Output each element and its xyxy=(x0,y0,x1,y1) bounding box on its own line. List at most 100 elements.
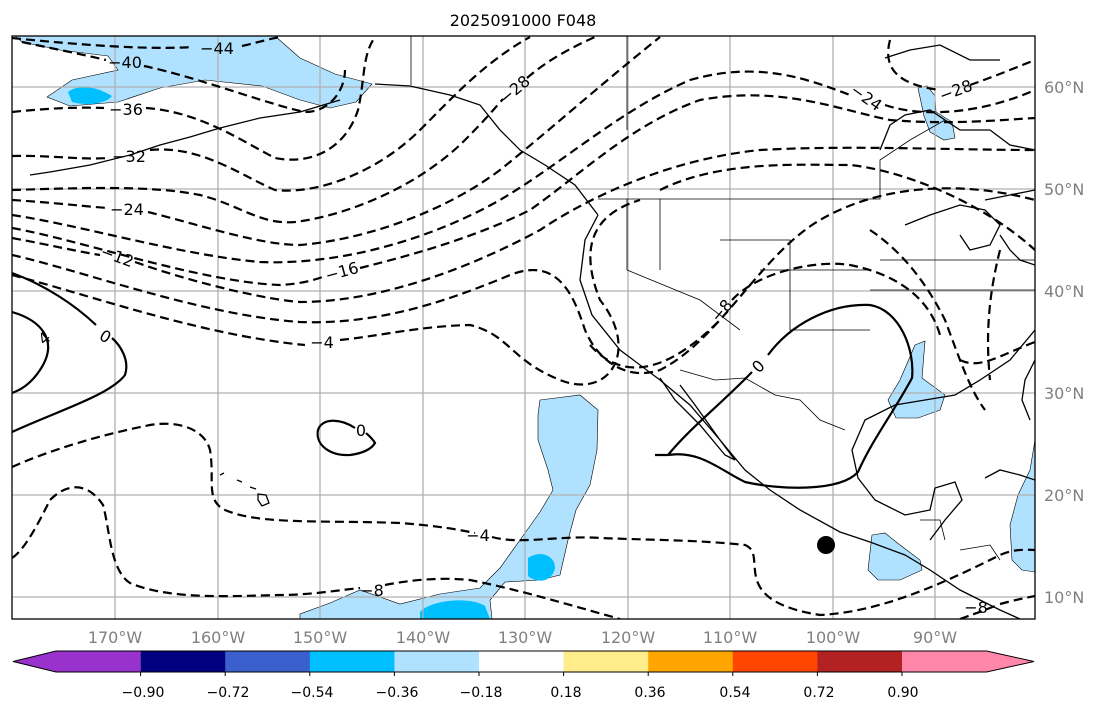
map-frame xyxy=(11,35,1036,620)
zero-contours xyxy=(12,271,914,489)
colorbar-segment xyxy=(140,651,226,672)
contour-minus16 xyxy=(12,94,1035,287)
colorbar-tick-label: −0.54 xyxy=(291,685,334,701)
storm-center-marker xyxy=(817,536,835,554)
contour-label: −32 xyxy=(112,147,146,166)
contour-label: −44 xyxy=(200,39,234,58)
colorbar-tick-label: 0.54 xyxy=(719,685,750,701)
coast-east xyxy=(984,189,1035,266)
lat-label: 50°N xyxy=(1044,180,1084,199)
map-area: −44 −40 −36 −32 −28 −24 −16 −12 −4 −4 −8… xyxy=(12,36,1035,619)
contour-minus40 xyxy=(21,40,347,114)
border-us-canada xyxy=(598,119,946,200)
latitude-labels: 60°N 50°N 40°N 30°N 20°N 10°N xyxy=(1044,78,1084,607)
contour-minus8-se xyxy=(959,594,1035,619)
border-central-america xyxy=(920,519,1001,561)
longitude-labels: 170°W 160°W 150°W 140°W 130°W 120°W 110°… xyxy=(88,628,957,647)
colorbar-segment xyxy=(479,651,565,672)
lon-label: 100°W xyxy=(806,628,861,647)
contour-minus20 xyxy=(12,70,1035,264)
shade-pacific-tongue xyxy=(299,394,599,619)
lat-label: 20°N xyxy=(1044,486,1084,505)
contour-label: −4 xyxy=(310,333,334,352)
contour-minus28-east xyxy=(887,39,1035,92)
lat-label: 40°N xyxy=(1044,282,1084,301)
gridlines xyxy=(12,36,1035,619)
border-provinces xyxy=(626,36,1035,331)
contour-label: −4 xyxy=(466,526,490,545)
shade-dark-pacific1 xyxy=(528,554,555,581)
border-us-mexico xyxy=(679,369,846,431)
negative-contours xyxy=(12,36,1035,619)
lon-label: 170°W xyxy=(88,628,143,647)
coast-florida-east xyxy=(1021,359,1035,421)
lon-label: 110°W xyxy=(703,628,758,647)
colorbar-tick-label: 0.36 xyxy=(634,685,665,701)
lon-label: 120°W xyxy=(601,628,656,647)
colorbar-segment xyxy=(309,651,395,672)
coast-west-north-america xyxy=(579,214,1021,619)
contour-label: −24 xyxy=(110,200,144,219)
shading-light-blue xyxy=(14,36,1035,619)
colorbar-extend-high xyxy=(902,651,1034,672)
contour-zero-east xyxy=(655,303,914,489)
lat-label: 30°N xyxy=(1044,384,1084,403)
colorbar-segment xyxy=(732,651,818,672)
colorbar-tick-labels: −0.90 −0.72 −0.54 −0.36 −0.18 0.18 0.36 … xyxy=(122,685,919,701)
shading-deep-blue xyxy=(68,87,555,619)
lat-label: 60°N xyxy=(1044,78,1084,97)
lon-label: 150°W xyxy=(293,628,348,647)
colorbar-tick-label: −0.18 xyxy=(460,685,503,701)
contour-minus8-east xyxy=(589,262,1035,369)
colorbar-segment xyxy=(817,651,903,672)
colorbar-segment xyxy=(394,651,480,672)
contour-minus8-south xyxy=(12,486,621,619)
lon-label: 130°W xyxy=(498,628,553,647)
colorbar-segment xyxy=(225,651,311,672)
contour-label: −8 xyxy=(964,598,988,617)
colorbar-outline xyxy=(12,650,1035,673)
contour-label: −36 xyxy=(109,100,143,119)
contour-minus44 xyxy=(12,36,281,49)
contour-minus4-north xyxy=(12,163,1035,386)
contour-minus28 xyxy=(12,36,596,224)
shade-bering xyxy=(14,36,373,109)
shade-dark-bering xyxy=(68,87,112,104)
colorbar-tick-label: −0.72 xyxy=(207,685,250,701)
contour-zero-loop xyxy=(316,419,377,457)
colorbar-tick-label: 0.72 xyxy=(803,685,834,701)
plot-title: 2025091000 F048 xyxy=(450,11,597,30)
contour-minus4-south xyxy=(12,422,1035,617)
contour-minus8-north xyxy=(12,187,1035,375)
contour-label: −40 xyxy=(108,53,142,72)
lon-label: 140°W xyxy=(396,628,451,647)
colorbar-segment xyxy=(648,651,734,672)
contour-zero-west xyxy=(12,271,128,434)
contour-label: 0 xyxy=(356,421,366,440)
coast-cuba xyxy=(984,469,1035,481)
contour-minus12 xyxy=(12,146,1035,304)
colorbar-tick-label: −0.90 xyxy=(122,685,165,701)
colorbar xyxy=(12,650,1035,676)
shade-dark-pacific2 xyxy=(420,600,490,619)
shade-caribbean xyxy=(1009,439,1035,573)
colorbar-tick-label: −0.36 xyxy=(376,685,419,701)
coastlines xyxy=(29,36,1035,619)
contour-minus32 xyxy=(12,36,531,192)
colorbar-extend-low xyxy=(13,651,141,672)
coast-baja xyxy=(659,377,736,461)
lat-label: 10°N xyxy=(1044,588,1084,607)
lon-label: 90°W xyxy=(913,628,957,647)
colorbar-tick-label: 0.90 xyxy=(887,685,918,701)
lon-label: 160°W xyxy=(191,628,246,647)
contour-minus24 xyxy=(12,36,661,247)
contour-zero-west-inner xyxy=(12,310,50,395)
coast-great-lakes xyxy=(904,204,1001,251)
coast-alaska xyxy=(29,83,599,216)
coast-hawaii xyxy=(219,472,270,507)
coast-gulf xyxy=(851,329,1035,541)
colorbar-segment xyxy=(563,651,649,672)
shade-central-america xyxy=(867,532,923,581)
contour-minus4-east xyxy=(869,229,1002,411)
